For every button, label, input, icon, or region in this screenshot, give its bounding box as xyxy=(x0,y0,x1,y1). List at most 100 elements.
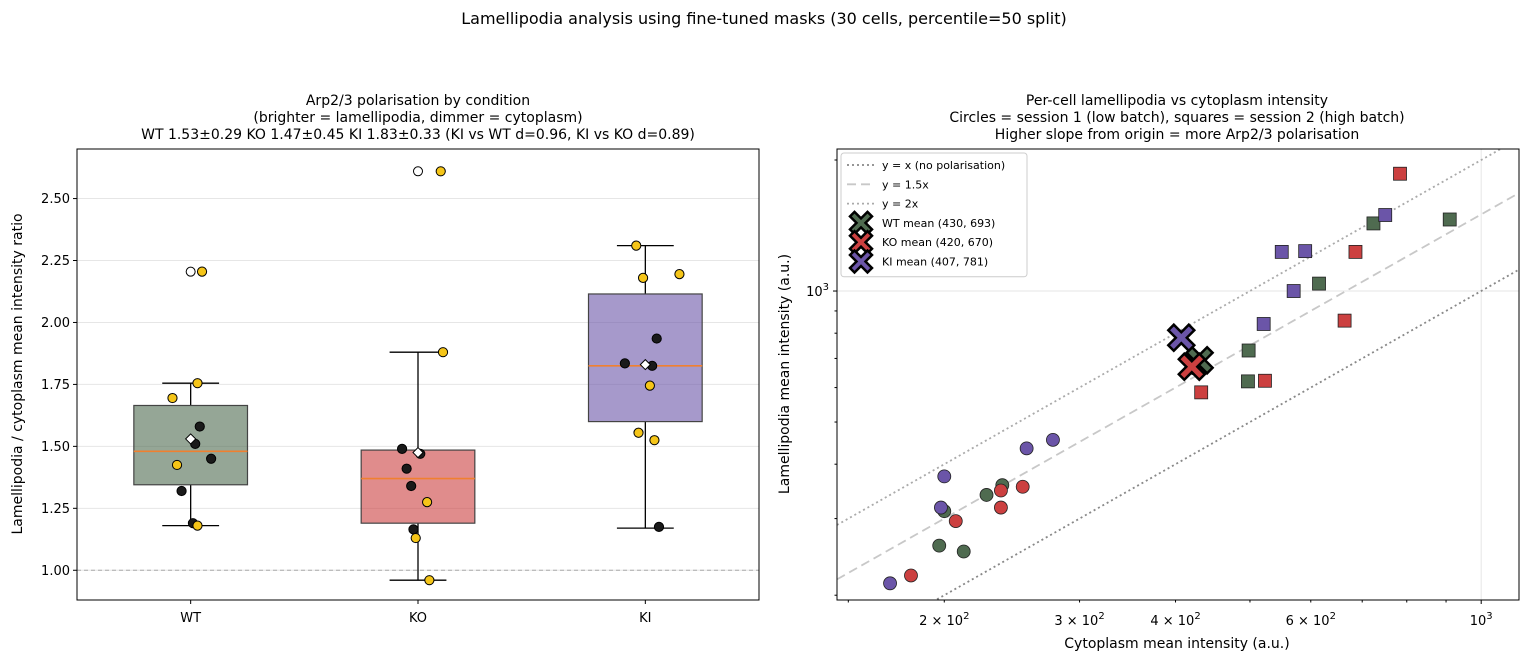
scatter-point-square xyxy=(1298,244,1313,259)
outlier-point xyxy=(413,166,423,177)
scatter-point-square xyxy=(1442,212,1457,227)
legend-label: y = x (no polarisation) xyxy=(882,159,1005,172)
session-2-point xyxy=(637,272,649,283)
scatter-point-circle xyxy=(994,483,1008,498)
legend-box xyxy=(840,152,1028,278)
box-iqr xyxy=(360,449,476,524)
boxplot-title-line-2: (brighter = lamellipodia, dimmer = cytop… xyxy=(253,110,582,126)
x-tick-label: 2 × 102 xyxy=(919,611,969,629)
reference-lines xyxy=(837,149,1519,600)
scatter-point-square xyxy=(1312,276,1326,291)
scatter-point-square xyxy=(1366,216,1381,231)
session-2-point xyxy=(167,392,178,404)
session-1-point xyxy=(406,480,417,492)
scatter-point-square xyxy=(1348,244,1363,259)
session-1-point xyxy=(619,358,630,369)
scatter-data-layer xyxy=(837,149,1519,600)
series-ki-session-2 xyxy=(1256,208,1393,331)
scatter-point-square xyxy=(1241,343,1256,358)
session-2-point xyxy=(424,575,435,586)
scatter-title-line-2: Circles = session 1 (low batch), squares… xyxy=(949,110,1404,126)
session-1-point xyxy=(653,521,665,532)
session-2-point xyxy=(421,497,433,508)
scatter-point-circle xyxy=(1015,479,1030,494)
session-1-point xyxy=(401,463,412,474)
session-1-point xyxy=(194,421,205,432)
scatter-point-circle xyxy=(948,514,963,529)
scatter-point-square xyxy=(1378,208,1393,222)
session-2-point xyxy=(631,240,642,251)
scatter-point-circle xyxy=(956,544,971,559)
boxplot-panel: Arp2/3 polarisation by condition (bright… xyxy=(10,93,760,626)
scatter-point-square xyxy=(1337,313,1352,328)
session-1-point xyxy=(408,524,419,535)
figure-suptitle: Lamellipodia analysis using fine-tuned m… xyxy=(461,9,1066,28)
series-wt-session-2 xyxy=(1241,212,1457,389)
y-tick-label: 1.50 xyxy=(41,440,70,455)
x-tick-label: 3 × 102 xyxy=(1054,611,1104,629)
mean-marker-ko xyxy=(1177,351,1207,382)
session-1-point xyxy=(206,453,217,464)
legend-label: KO mean (420, 670) xyxy=(882,236,993,249)
boxplot-axes: 1.00 1.25 1.50 1.75 2.00 2.25 2.50 WT KO KI xyxy=(41,148,760,626)
legend-label: y = 2x xyxy=(882,198,919,211)
boxplot-data-layer xyxy=(133,166,703,586)
y-tick-label: 2.50 xyxy=(41,192,70,207)
box-group-wt xyxy=(133,266,249,531)
legend-label: WT mean (430, 693) xyxy=(882,217,995,230)
session-2-point xyxy=(192,520,203,531)
scatter-point-square xyxy=(1241,374,1255,389)
scatter-point-circle xyxy=(937,469,952,484)
x-tick-label: 4 × 102 xyxy=(1150,611,1200,629)
legend-mean-swatch-wt xyxy=(848,210,874,236)
session-2-point xyxy=(171,459,183,471)
scatter-point-square xyxy=(1286,284,1301,298)
scatter-point-circle xyxy=(904,568,918,583)
session-2-point xyxy=(649,435,660,446)
series-ki-session-1 xyxy=(883,432,1060,591)
x-tick-label-wt: WT xyxy=(180,611,201,626)
y-tick-label: 103 xyxy=(806,282,829,300)
legend-mean-swatch-ki xyxy=(848,248,874,275)
scatter-y-axis-label: Lamellipodia mean intensity (a.u.) xyxy=(777,254,793,494)
scatter-legend: y = x (no polarisation) y = 1.5x y = 2x WT … xyxy=(840,152,1028,278)
scatter-panel: Per-cell lamellipodia vs cytoplasm inten… xyxy=(777,93,1520,652)
session-1-point xyxy=(396,443,408,454)
series-ko-session-2 xyxy=(1194,166,1407,400)
scatter-axes: 2 × 102 3 × 102 4 × 102 6 × 102 103 103 xyxy=(806,148,1520,629)
session-1-point xyxy=(176,485,187,497)
x-tick-label-ki: KI xyxy=(639,611,651,626)
y-tick-label: 1.75 xyxy=(41,378,70,393)
legend-label: KI mean (407, 781) xyxy=(882,256,988,269)
scatter-point-square xyxy=(1274,244,1289,259)
scatter-point-circle xyxy=(1019,441,1034,456)
scatter-point-square xyxy=(1393,166,1407,181)
mean-marker xyxy=(184,433,197,445)
scatter-frame xyxy=(836,148,1520,601)
box-group-ki xyxy=(587,240,703,532)
scatter-point-square xyxy=(1256,317,1271,331)
session-2-point xyxy=(674,269,685,280)
session-2-point xyxy=(410,532,421,544)
outlier-point xyxy=(185,266,196,277)
mean-marker-ki xyxy=(1166,322,1197,353)
reference-line-slope-1 xyxy=(934,268,1519,600)
session-2-point xyxy=(633,427,644,438)
scatter-x-axis-label: Cytoplasm mean intensity (a.u.) xyxy=(1064,636,1289,652)
x-tick-label: 103 xyxy=(1470,611,1493,629)
scatter-point-circle xyxy=(883,576,897,591)
legend-mean-swatch-ko xyxy=(848,229,874,255)
y-tick-label: 2.00 xyxy=(41,316,70,331)
boxplot-title-line-1: Arp2/3 polarisation by condition xyxy=(306,93,530,109)
mean-marker xyxy=(412,446,424,459)
session-2-point xyxy=(435,166,446,177)
y-tick-label: 1.25 xyxy=(41,502,70,517)
box-group-ko xyxy=(360,166,476,586)
scatter-gridlines xyxy=(837,149,1519,600)
reference-line-slope-1-5 xyxy=(837,192,1519,581)
scatter-point-circle xyxy=(932,538,947,553)
x-tick-label: 6 × 102 xyxy=(1286,611,1336,629)
scatter-point-circle xyxy=(994,500,1008,515)
scatter-point-square xyxy=(1194,385,1209,400)
